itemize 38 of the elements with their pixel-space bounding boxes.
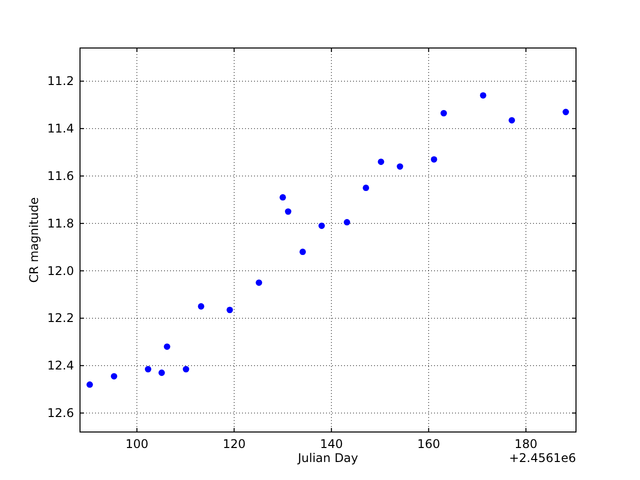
y-tick-label: 12.4: [47, 358, 74, 373]
point: [318, 222, 325, 229]
point: [158, 370, 165, 376]
y-tick-label: 11.4: [47, 122, 74, 136]
y-tick-label: 11.8: [47, 216, 74, 230]
point: [110, 373, 118, 380]
x-tick-label: 100: [125, 437, 148, 451]
x-tick-label: 180: [514, 437, 538, 451]
point: [344, 219, 350, 226]
x-tick-label: 120: [222, 437, 246, 451]
point: [508, 117, 516, 124]
x-axis-title: Julian Day: [296, 451, 358, 465]
point: [280, 194, 286, 201]
y-tick-label: 12.0: [47, 264, 74, 278]
point: [300, 248, 306, 256]
point: [430, 156, 438, 163]
y-tick-label: 11.2: [47, 74, 74, 88]
point: [198, 303, 204, 310]
y-axis-title: CR magnitude: [27, 197, 41, 283]
point: [256, 279, 262, 286]
point: [182, 366, 190, 372]
point: [378, 158, 384, 165]
point: [362, 184, 370, 192]
y-tick-label: 11.6: [47, 169, 74, 183]
point: [164, 343, 170, 350]
text: +2.4561e6: [508, 451, 576, 465]
x-tick-label: 140: [320, 437, 343, 451]
point: [86, 381, 93, 388]
point: [396, 163, 404, 170]
y-tick-label: 12.2: [47, 311, 74, 326]
point: [226, 306, 233, 314]
point: [284, 208, 292, 215]
y-tick-label: 12.6: [47, 406, 74, 420]
point: [480, 92, 486, 99]
point: [440, 110, 447, 116]
x-tick-label: 160: [417, 437, 440, 451]
point: [144, 366, 152, 372]
point: [562, 108, 569, 116]
